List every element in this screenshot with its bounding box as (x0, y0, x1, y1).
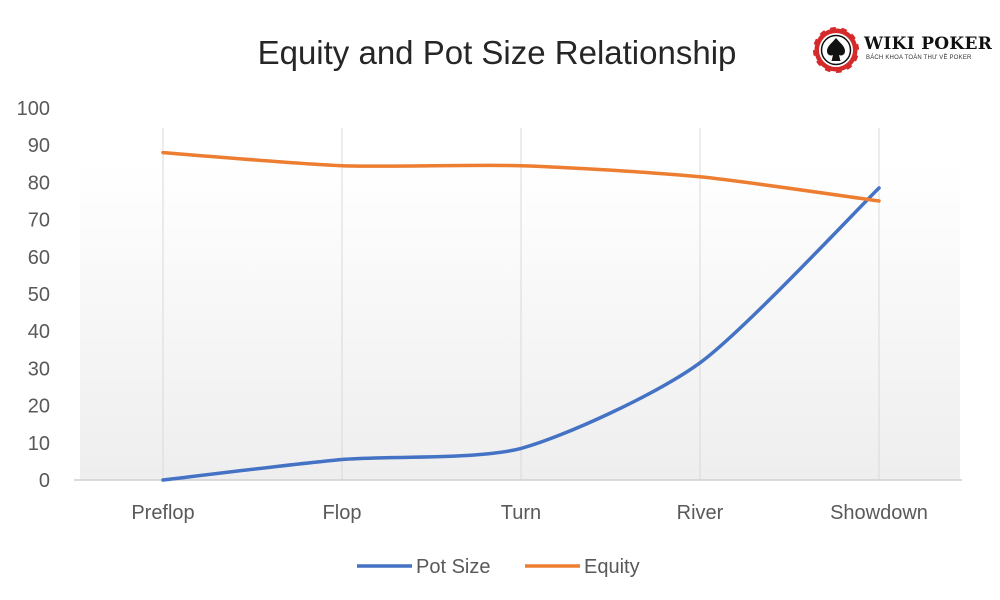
chart-title: Equity and Pot Size Relationship (258, 34, 737, 71)
y-tick-label: 100 (17, 98, 50, 120)
plot-area (80, 160, 960, 480)
y-tick-label: 50 (28, 284, 50, 306)
legend-label-pot-size: Pot Size (416, 556, 490, 578)
y-tick-label: 10 (28, 433, 50, 455)
y-tick-label: 40 (28, 321, 50, 343)
logo-tagline: BÁCH KHOA TOÀN THƯ VỀ POKER (866, 55, 972, 61)
y-tick-label: 80 (28, 172, 50, 194)
y-tick-label: 0 (39, 470, 50, 492)
wiki-poker-logo: WIKI POKER BÁCH KHOA TOÀN THƯ VỀ POKER (812, 26, 994, 74)
logo-name: WIKI POKER (864, 34, 993, 54)
x-tick-label: River (677, 502, 724, 524)
legend-label-equity: Equity (584, 556, 640, 578)
y-tick-label: 60 (28, 247, 50, 269)
spade-badge-icon (812, 26, 860, 74)
y-tick-label: 30 (28, 358, 50, 380)
series-line-equity (161, 150, 881, 203)
y-tick-label: 90 (28, 135, 50, 157)
y-tick-label: 70 (28, 210, 50, 232)
series-line-pot-size (161, 186, 881, 482)
x-tick-label: Flop (323, 502, 362, 524)
x-tick-label: Turn (501, 502, 541, 524)
x-tick-label: Showdown (830, 502, 928, 524)
x-tick-label: Preflop (131, 502, 194, 524)
y-tick-label: 20 (28, 396, 50, 418)
